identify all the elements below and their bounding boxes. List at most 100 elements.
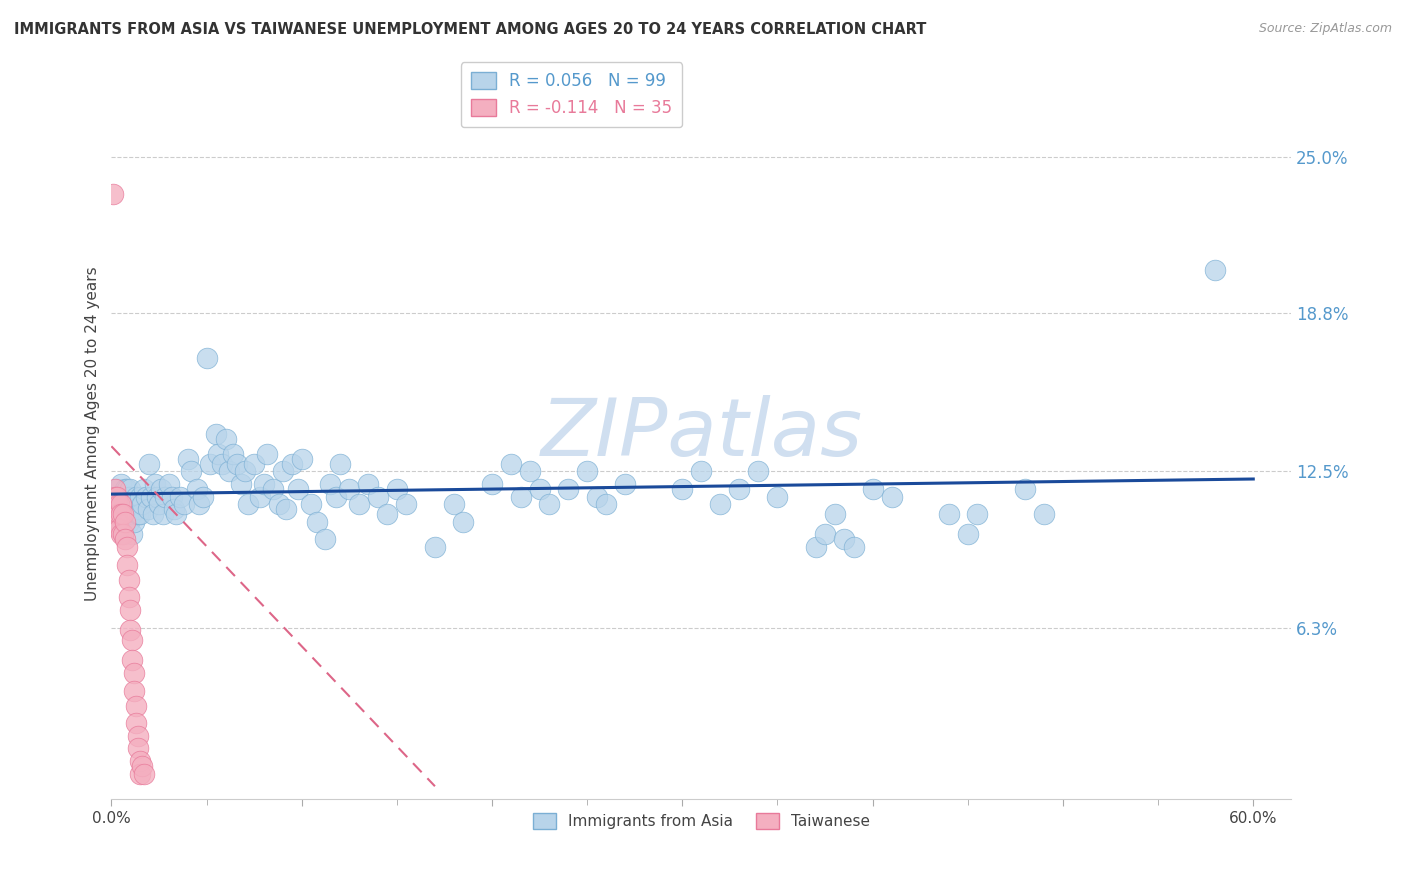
Point: [162, 490, 184, 504]
Point: [127, 729, 149, 743]
Point: [538, 497, 561, 511]
Point: [149, 482, 172, 496]
Point: [108, 497, 131, 511]
Point: [114, 508, 136, 522]
Point: [125, 716, 148, 731]
Point: [122, 683, 145, 698]
Point: [125, 502, 148, 516]
Point: [136, 502, 159, 516]
Point: [176, 451, 198, 466]
Point: [157, 477, 180, 491]
Point: [499, 457, 522, 471]
Point: [110, 508, 132, 522]
Point: [186, 482, 208, 496]
Point: [314, 533, 336, 547]
Point: [103, 187, 125, 202]
Point: [766, 490, 789, 504]
Point: [347, 497, 370, 511]
Point: [153, 490, 176, 504]
Point: [131, 497, 153, 511]
Point: [814, 527, 837, 541]
Point: [595, 497, 617, 511]
Point: [180, 465, 202, 479]
Point: [576, 465, 599, 479]
Point: [163, 502, 186, 516]
Point: [305, 515, 328, 529]
Point: [115, 497, 138, 511]
Point: [135, 490, 157, 504]
Point: [195, 351, 218, 365]
Point: [127, 508, 149, 522]
Point: [105, 482, 128, 496]
Point: [129, 766, 152, 780]
Point: [108, 515, 131, 529]
Point: [104, 482, 127, 496]
Point: [325, 490, 347, 504]
Point: [117, 515, 139, 529]
Point: [880, 490, 903, 504]
Point: [142, 508, 165, 522]
Point: [804, 540, 827, 554]
Point: [443, 497, 465, 511]
Point: [188, 497, 211, 511]
Point: [218, 465, 240, 479]
Point: [105, 515, 128, 529]
Point: [200, 457, 222, 471]
Point: [122, 497, 145, 511]
Point: [557, 482, 579, 496]
Point: [120, 502, 142, 516]
Point: [377, 508, 399, 522]
Text: Source: ZipAtlas.com: Source: ZipAtlas.com: [1258, 22, 1392, 36]
Point: [481, 477, 503, 491]
Point: [114, 515, 136, 529]
Point: [111, 508, 134, 522]
Point: [205, 426, 228, 441]
Point: [747, 465, 769, 479]
Point: [132, 482, 155, 496]
Point: [862, 482, 884, 496]
Point: [108, 497, 131, 511]
Point: [122, 665, 145, 680]
Point: [367, 490, 389, 504]
Point: [115, 540, 138, 554]
Point: [127, 741, 149, 756]
Point: [385, 482, 408, 496]
Point: [267, 497, 290, 511]
Point: [141, 490, 163, 504]
Point: [110, 527, 132, 541]
Text: ZIPatlas: ZIPatlas: [540, 394, 862, 473]
Point: [108, 508, 131, 522]
Point: [271, 465, 294, 479]
Point: [121, 508, 143, 522]
Point: [110, 508, 132, 522]
Point: [129, 508, 152, 522]
Point: [357, 477, 380, 491]
Point: [329, 457, 352, 471]
Point: [276, 502, 298, 516]
Point: [114, 533, 136, 547]
Point: [117, 591, 139, 605]
Point: [143, 477, 166, 491]
Point: [281, 457, 304, 471]
Point: [111, 527, 134, 541]
Point: [728, 482, 751, 496]
Point: [214, 432, 236, 446]
Point: [138, 457, 160, 471]
Point: [1032, 508, 1054, 522]
Point: [207, 447, 229, 461]
Point: [243, 457, 266, 471]
Point: [121, 653, 143, 667]
Point: [108, 522, 131, 536]
Legend: Immigrants from Asia, Taiwanese: Immigrants from Asia, Taiwanese: [527, 806, 876, 835]
Point: [120, 482, 142, 496]
Point: [824, 508, 846, 522]
Point: [395, 497, 418, 511]
Point: [114, 482, 136, 496]
Point: [105, 490, 128, 504]
Point: [1014, 482, 1036, 496]
Point: [146, 490, 169, 504]
Point: [110, 497, 132, 511]
Point: [222, 447, 245, 461]
Point: [509, 490, 531, 504]
Point: [671, 482, 693, 496]
